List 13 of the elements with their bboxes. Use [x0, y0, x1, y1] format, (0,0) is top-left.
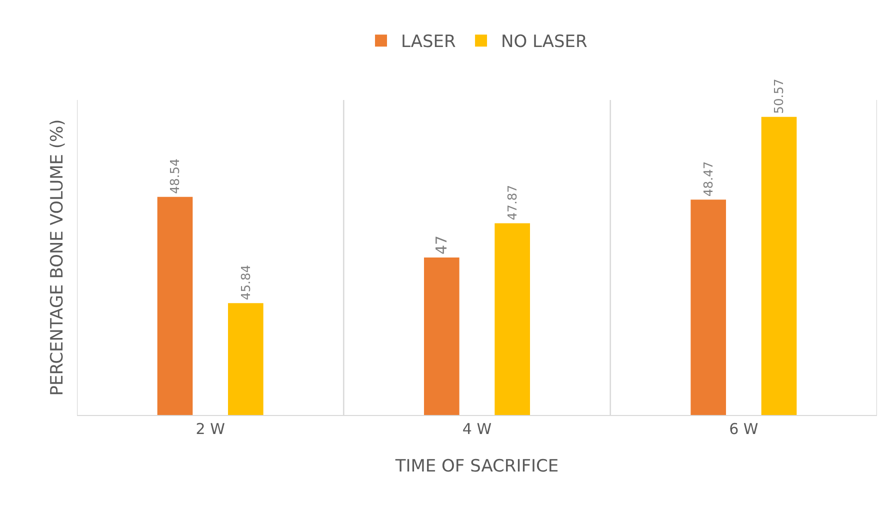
x-tick-label: 6 W — [729, 420, 758, 438]
data-label: 50.57 — [772, 78, 786, 114]
data-label: 47.87 — [505, 184, 520, 220]
data-label: 45.84 — [238, 264, 253, 300]
x-axis-title: TIME OF SACRIFICE — [394, 456, 559, 477]
data-label: 48.54 — [168, 158, 182, 194]
data-label: 48.47 — [701, 161, 716, 197]
legend-label: LASER — [401, 32, 456, 52]
x-tick-label: 2 W — [196, 420, 226, 438]
x-tick-label: 4 W — [462, 420, 492, 438]
legend-label: NO LASER — [501, 32, 588, 52]
data-label: 47 — [432, 235, 451, 254]
y-axis-title: PERCENTAGE BONE VOLUME (%) — [48, 119, 68, 396]
